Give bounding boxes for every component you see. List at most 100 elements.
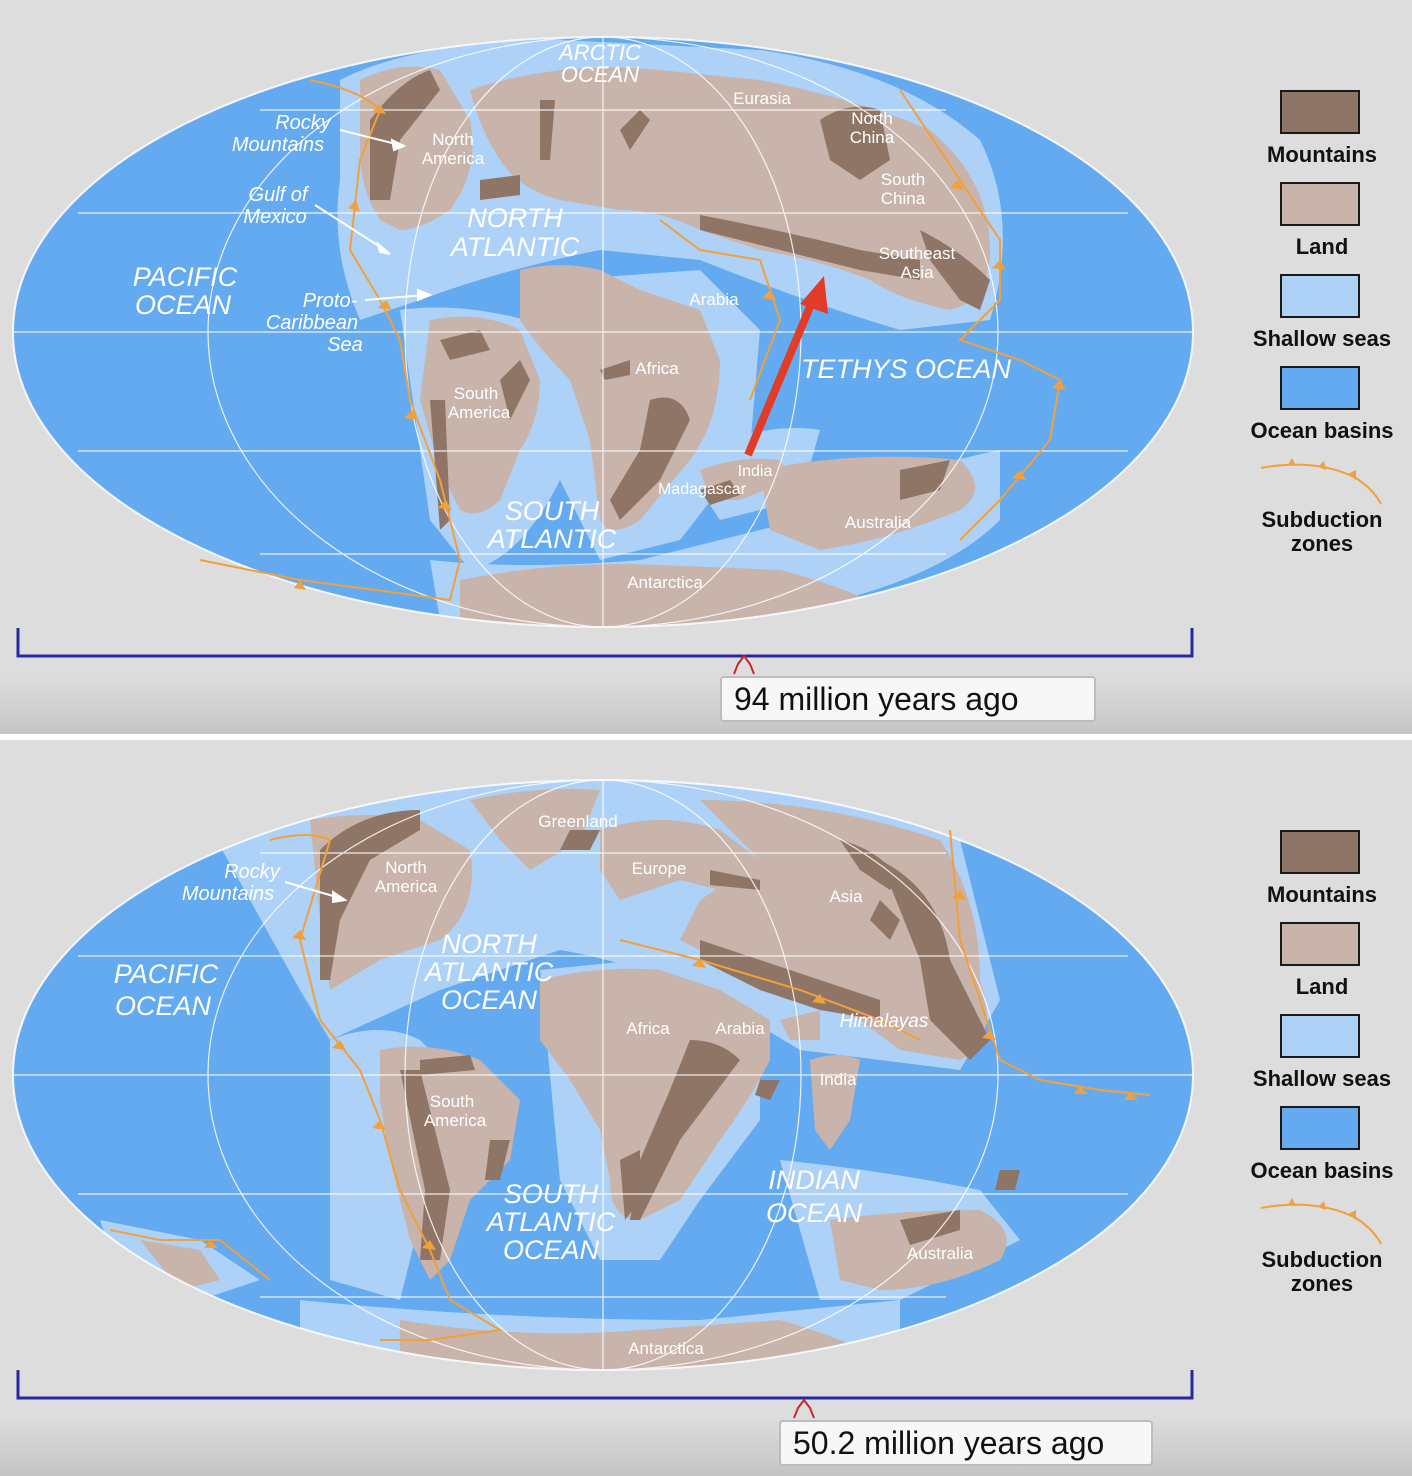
label-arabia: Arabia xyxy=(715,1019,765,1038)
label-arabia: Arabia xyxy=(689,290,739,309)
map-panel-50ma: Greenland Europe Asia Rocky Mountains No… xyxy=(0,740,1412,1476)
paleo-map-50ma: Greenland Europe Asia Rocky Mountains No… xyxy=(12,779,1194,1419)
label-southeast-asia-1: Southeast xyxy=(879,244,956,263)
mountains-swatch xyxy=(1280,90,1360,134)
label-africa: Africa xyxy=(626,1019,670,1038)
legend-label-subduction: Subduction zones xyxy=(1232,508,1412,556)
paleo-map-94ma: ARCTIC OCEAN Eurasia North China South C… xyxy=(12,36,1194,675)
label-south-atlantic-1: SOUTH xyxy=(505,496,600,526)
label-north-america-2: America xyxy=(375,877,438,896)
label-gulf-of-mexico-2: Mexico xyxy=(243,206,306,228)
label-pacific-ocean-1: PACIFIC xyxy=(114,959,219,989)
label-arrows xyxy=(314,129,433,302)
label-pacific-ocean-2: OCEAN xyxy=(135,290,232,320)
legend-label-ocean-basins: Ocean basins xyxy=(1250,1158,1394,1183)
label-south-america-1: South xyxy=(454,384,498,403)
legend-item-subduction: Subduction zones xyxy=(1232,458,1412,578)
label-south-china-1: South xyxy=(881,170,925,189)
label-antarctica: Antarctica xyxy=(627,573,703,592)
subduction-zones xyxy=(109,829,1151,1341)
label-asia: Asia xyxy=(829,887,863,906)
label-north-china-1: North xyxy=(851,109,893,128)
label-pacific-ocean-1: PACIFIC xyxy=(133,262,238,292)
shallow-seas-swatch xyxy=(1280,1014,1360,1058)
label-indian-ocean-2: OCEAN xyxy=(766,1198,863,1228)
legend-label-mountains: Mountains xyxy=(1267,142,1377,167)
label-south-america-2: America xyxy=(448,403,511,422)
label-eurasia: Eurasia xyxy=(733,89,791,108)
label-india: India xyxy=(820,1070,857,1089)
legend-item-ocean-basins: Ocean basins xyxy=(1232,366,1412,458)
label-rocky-mountains-2: Mountains xyxy=(182,883,274,905)
label-north-atlantic-3: OCEAN xyxy=(441,985,538,1015)
legend-label-subduction: Subduction zones xyxy=(1232,1248,1412,1296)
label-australia: Australia xyxy=(907,1244,974,1263)
label-rocky-mountains-1: Rocky xyxy=(275,112,332,134)
legend-label-shallow-seas: Shallow seas xyxy=(1252,1066,1392,1091)
label-arctic-ocean-1: ARCTIC xyxy=(557,40,641,65)
legend-label-subduction-1: Subduction xyxy=(1261,1247,1383,1272)
label-tethys-ocean: TETHYS OCEAN xyxy=(801,354,1012,384)
label-rocky-mountains-2: Mountains xyxy=(232,134,324,156)
label-north-atlantic-1: NORTH xyxy=(467,203,563,233)
label-north-america-1: North xyxy=(432,130,474,149)
label-north-china-2: China xyxy=(850,128,895,147)
label-gulf-of-mexico-1: Gulf of xyxy=(249,184,310,206)
timeline-bracket xyxy=(16,1370,1194,1419)
subduction-teeth xyxy=(294,104,1066,590)
label-south-atlantic-3: OCEAN xyxy=(503,1235,600,1265)
legend-item-shallow-seas: Shallow seas xyxy=(1232,274,1412,366)
land xyxy=(140,788,1007,1370)
label-madagascar: Madagascar xyxy=(658,481,747,498)
label-arctic-ocean-2: OCEAN xyxy=(561,62,639,87)
map-panel-94ma: ARCTIC OCEAN Eurasia North China South C… xyxy=(0,0,1412,736)
red-arrow xyxy=(744,276,828,457)
mountains xyxy=(370,70,990,530)
label-proto-caribbean-2: Caribbean xyxy=(266,312,358,334)
label-south-china-2: China xyxy=(881,189,926,208)
label-india: India xyxy=(738,463,773,480)
label-north-atlantic-2: ATLANTIC xyxy=(449,232,580,262)
panel-divider xyxy=(0,734,1412,740)
label-south-america-1: South xyxy=(430,1092,474,1111)
label-south-atlantic-2: ATLANTIC xyxy=(486,524,617,554)
mountains-swatch xyxy=(1280,830,1360,874)
label-south-atlantic-1: SOUTH xyxy=(504,1179,599,1209)
legend-label-mountains: Mountains xyxy=(1267,882,1377,907)
label-rocky-mountains-1: Rocky xyxy=(224,861,281,883)
legend-item-mountains: Mountains xyxy=(1232,830,1412,922)
land-swatch xyxy=(1280,182,1360,226)
label-australia: Australia xyxy=(845,513,912,532)
label-himalayas: Himalayas xyxy=(840,1011,929,1032)
shallow-seas-swatch xyxy=(1280,274,1360,318)
time-label-box: 50.2 million years ago xyxy=(779,1420,1153,1466)
label-greenland: Greenland xyxy=(538,812,617,831)
legend-label-subduction-2: zones xyxy=(1290,531,1354,556)
label-antarctica: Antarctica xyxy=(628,1339,704,1358)
label-south-atlantic-2: ATLANTIC xyxy=(485,1207,616,1237)
timeline-bracket xyxy=(16,628,1194,675)
legend-item-land: Land xyxy=(1232,182,1412,274)
label-indian-ocean-1: INDIAN xyxy=(768,1165,860,1195)
legend-label-shallow-seas: Shallow seas xyxy=(1252,326,1392,351)
label-north-atlantic-2: ATLANTIC xyxy=(423,957,554,987)
label-africa: Africa xyxy=(635,359,679,378)
legend-label-subduction-1: Subduction xyxy=(1261,507,1383,532)
subduction-line-icon xyxy=(1260,1198,1382,1245)
label-north-atlantic-1: NORTH xyxy=(441,929,537,959)
label-southeast-asia-2: Asia xyxy=(900,263,934,282)
subduction-teeth xyxy=(204,890,1138,1250)
map-legend: Mountains Land Shallow seas Ocean basins… xyxy=(1232,830,1412,1318)
label-south-america-2: America xyxy=(424,1111,487,1130)
label-arrows xyxy=(284,881,348,904)
label-north-america-1: North xyxy=(385,858,427,877)
map-legend: Mountains Land Shallow seas Ocean basins… xyxy=(1232,90,1412,578)
time-label: 94 million years ago xyxy=(734,681,1019,717)
time-label-box: 94 million years ago xyxy=(720,676,1096,722)
ocean-basins-swatch xyxy=(1280,366,1360,410)
label-pacific-ocean-2: OCEAN xyxy=(115,991,212,1021)
legend-label-land: Land xyxy=(1295,234,1349,259)
ocean-basins-swatch xyxy=(1280,1106,1360,1150)
graticule xyxy=(12,779,1194,1371)
legend-item-subduction: Subduction zones xyxy=(1232,1198,1412,1318)
